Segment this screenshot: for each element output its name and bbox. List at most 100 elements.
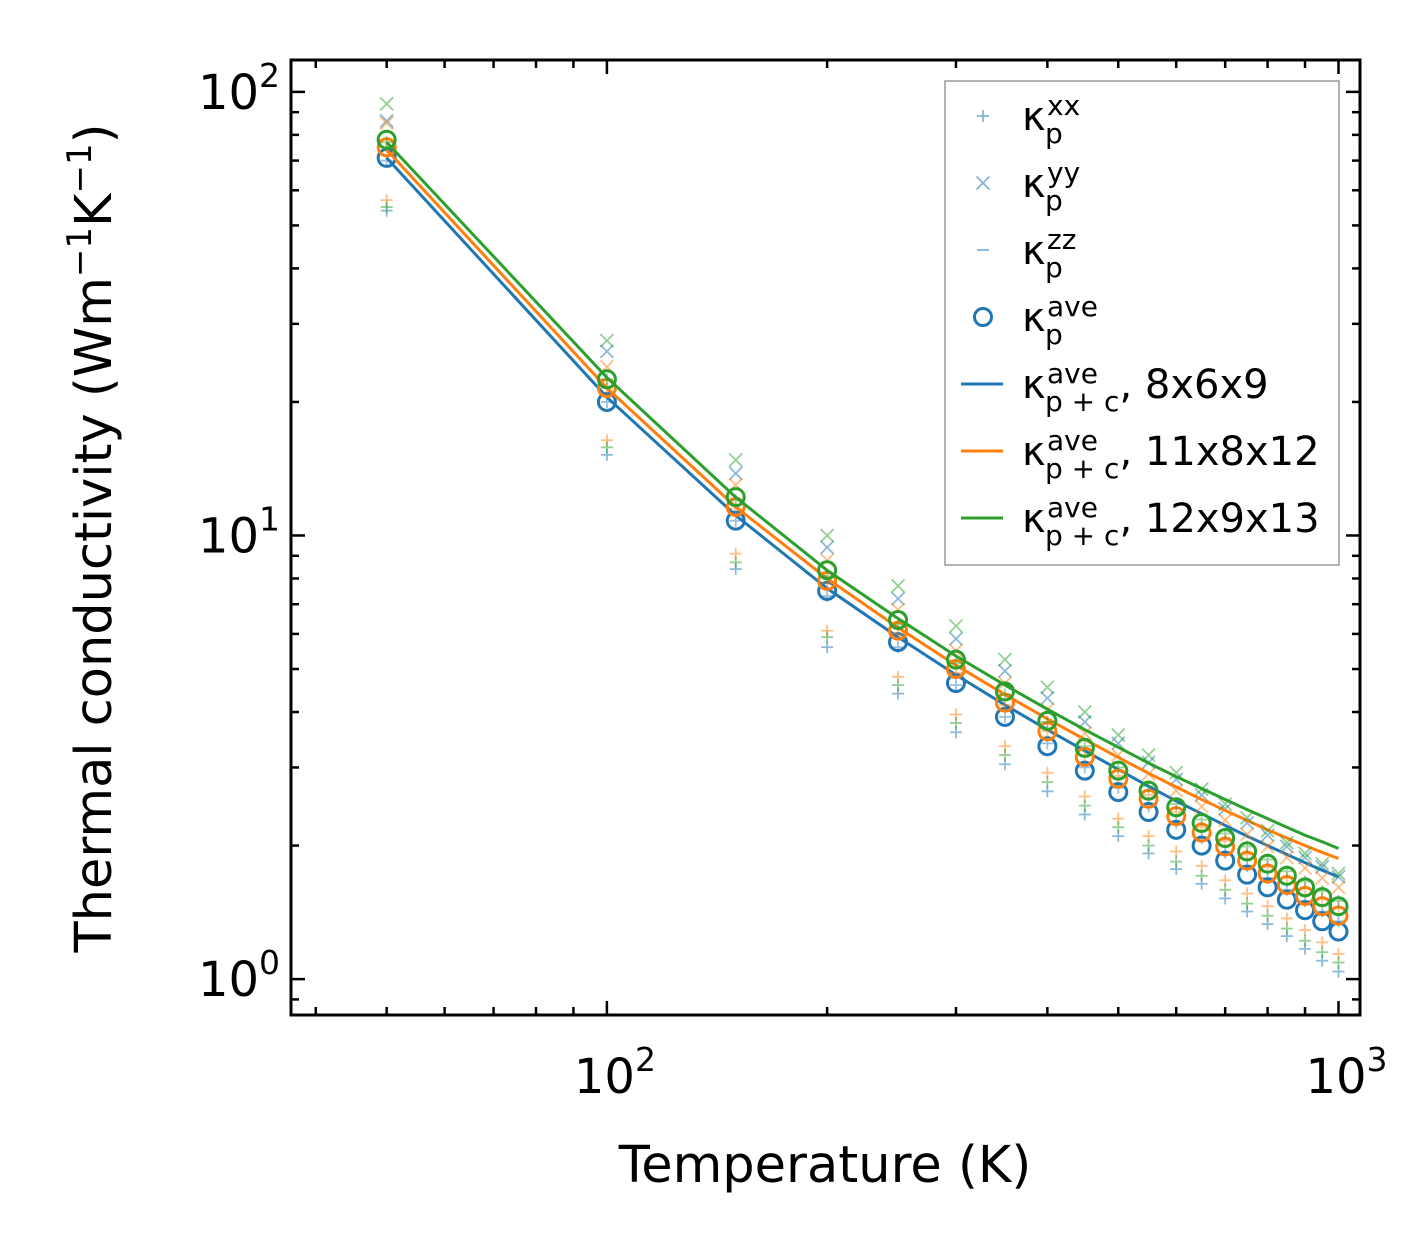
kappa-yy-point xyxy=(379,113,394,129)
kappa-ave-point xyxy=(1191,812,1212,833)
kappa-ave-point xyxy=(596,369,617,390)
legend-suffix: , 11x8x12 xyxy=(1120,429,1320,475)
kappa-yy-point xyxy=(997,652,1013,667)
legend-subscript: p + c xyxy=(1045,452,1119,485)
kappa-xx-point xyxy=(1299,924,1312,937)
kappa-yy-point xyxy=(1315,870,1330,886)
legend-symbol: κ xyxy=(1022,161,1046,207)
legend-superscript: zz xyxy=(1047,223,1076,256)
kappa-ave-point xyxy=(817,580,838,601)
kappa-xx-point xyxy=(1316,946,1329,959)
kappa-yy-point xyxy=(1331,869,1346,885)
kappa-ave-point xyxy=(1166,806,1187,827)
kappa-ave-point xyxy=(376,129,397,150)
kappa-yy-point xyxy=(820,540,835,555)
kappa-yy-point xyxy=(1331,880,1346,895)
kappa-xx-point xyxy=(821,631,834,644)
kappa-ave-point xyxy=(1138,802,1159,823)
kappa-ave-point xyxy=(994,706,1015,727)
kappa-ave-point xyxy=(888,620,909,641)
kappa-yy-point xyxy=(1331,866,1346,881)
x-tick-label: 103 xyxy=(1305,1040,1387,1105)
kappa-xx-point xyxy=(949,716,962,729)
kappa-ave-point xyxy=(1276,865,1297,886)
legend-subscript: p + c xyxy=(1045,385,1119,418)
legend-subscript: p xyxy=(1045,117,1063,150)
kappa-ave-point xyxy=(1276,889,1297,910)
y-tick-label: 100 xyxy=(198,943,280,1008)
plot-border xyxy=(289,58,1362,1017)
kappa-yy-point xyxy=(1279,835,1295,850)
kappa-xx-point xyxy=(1142,839,1155,852)
y-axis-label-main: Thermal conductivity (Wm xyxy=(65,277,124,953)
kappa-pc-line xyxy=(385,148,1340,860)
legend-symbol: κ xyxy=(1022,429,1046,475)
x-axis-label: Temperature (K) xyxy=(618,1136,1032,1195)
kappa-ave-point xyxy=(994,681,1015,702)
kappa-xx-point xyxy=(1078,799,1091,812)
kappa-ave-point xyxy=(1074,746,1095,767)
kappa-yy-point xyxy=(1040,680,1055,695)
kappa-ave-point xyxy=(1166,797,1187,818)
kappa-yy-point xyxy=(599,344,615,359)
axes-frame xyxy=(289,58,1362,1017)
kappa-ave-point xyxy=(1108,760,1129,781)
legend-symbol: κ xyxy=(1022,496,1046,542)
kappa-xx-point xyxy=(380,201,393,214)
kappa-pc-line xyxy=(385,141,1340,850)
x-tick-label: 102 xyxy=(574,1040,656,1105)
kappa-yy-point xyxy=(1169,765,1184,780)
legend-entry-kzz: κ zzp xyxy=(977,223,1076,284)
legend-subscript: p xyxy=(1045,184,1063,217)
kappa-xx-point xyxy=(892,679,905,692)
legend-subscript: p + c xyxy=(1045,519,1119,552)
kappa-xx-point xyxy=(1195,869,1208,882)
kappa-yy-point xyxy=(1297,846,1313,861)
kappa-yy-point xyxy=(1260,823,1275,838)
kappa-ave-point xyxy=(945,659,966,680)
kappa-ave-point xyxy=(1037,736,1058,757)
legend-subscript: p xyxy=(1045,318,1063,351)
kappa-ave-point xyxy=(1237,864,1258,885)
kappa-xx-point xyxy=(1261,909,1274,922)
kappa-ave-point xyxy=(725,510,746,531)
kappa-yy-point xyxy=(1218,796,1233,812)
kappa-ave-point xyxy=(1138,788,1159,809)
y-tick-label: 102 xyxy=(198,56,280,121)
kappa-zz-point xyxy=(949,679,962,692)
kappa-yy-point xyxy=(890,591,906,606)
kappa-zz-point xyxy=(1041,715,1054,728)
kappa-ave-point xyxy=(376,137,397,158)
kappa-ave-point xyxy=(945,673,966,694)
kappa-ave-point xyxy=(1108,768,1129,789)
kappa-ave-point xyxy=(1237,850,1258,871)
kappa-yy-point xyxy=(1040,690,1055,706)
kappa-ave-point xyxy=(1328,905,1349,926)
legend-superscript: ave xyxy=(1047,424,1098,457)
kappa-ave-point xyxy=(1237,841,1258,862)
kappa-xx-point xyxy=(1170,855,1183,868)
legend-symbol: κ xyxy=(1022,362,1046,408)
legend-superscript: ave xyxy=(1047,357,1098,390)
kappa-ave-point xyxy=(888,632,909,653)
kappa-yy-point xyxy=(1239,827,1255,842)
plot-area xyxy=(376,96,1349,978)
y-axis-label-sup1: −1 xyxy=(60,227,100,277)
kappa-yy-point xyxy=(1315,856,1330,871)
kappa-ave-point xyxy=(1191,835,1212,856)
kappa-yy-point xyxy=(728,452,743,468)
kappa-yy-point xyxy=(997,663,1013,679)
axis-ticks: 102 103 100 101 102 xyxy=(198,56,1388,1105)
kappa-zz-point xyxy=(1078,740,1091,753)
kappa-ave-point xyxy=(994,692,1015,713)
legend-circle-marker xyxy=(973,307,993,327)
kappa-xx-point xyxy=(600,441,613,454)
legend-suffix: , 12x9x13 xyxy=(1120,496,1320,542)
legend-x-marker xyxy=(975,175,991,191)
kappa-xx-point xyxy=(1280,912,1293,925)
kappa-yy-point xyxy=(1260,839,1275,854)
legend-superscript: yy xyxy=(1047,156,1080,189)
kappa-ave-point xyxy=(1191,822,1212,843)
